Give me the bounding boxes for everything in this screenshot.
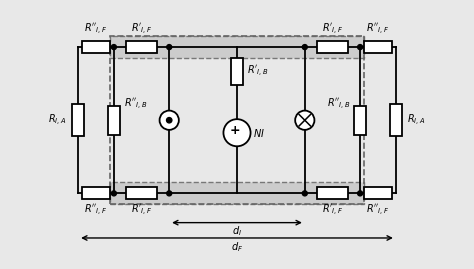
Circle shape (111, 45, 117, 49)
Text: $R''_{I,F}$: $R''_{I,F}$ (366, 22, 390, 37)
Bar (82, 41, 110, 53)
Circle shape (223, 119, 251, 146)
Circle shape (302, 191, 307, 196)
Text: $R'_{I,B}$: $R'_{I,B}$ (247, 63, 269, 79)
Circle shape (111, 191, 117, 196)
Text: $NI$: $NI$ (254, 127, 265, 139)
Bar (110, 36, 364, 204)
Text: $R'_{I,F}$: $R'_{I,F}$ (131, 203, 152, 218)
Bar (364, 41, 392, 53)
Circle shape (160, 111, 179, 130)
Circle shape (166, 118, 172, 123)
Circle shape (302, 45, 307, 49)
Text: +: + (230, 124, 240, 137)
Circle shape (357, 191, 363, 196)
Bar (317, 187, 347, 199)
Bar (110, 182, 364, 204)
Bar (110, 36, 364, 58)
Circle shape (167, 191, 172, 196)
Bar (72, 104, 84, 136)
Bar (127, 187, 157, 199)
Bar (364, 187, 392, 199)
Bar (231, 58, 243, 84)
Bar (354, 106, 366, 135)
Text: $R'_{I,F}$: $R'_{I,F}$ (322, 22, 343, 37)
Text: $R''_{I,B}$: $R''_{I,B}$ (124, 97, 147, 112)
Text: $R_{I,A}$: $R_{I,A}$ (48, 113, 67, 128)
Text: $R'_{I,F}$: $R'_{I,F}$ (131, 22, 152, 37)
Bar (108, 106, 120, 135)
Text: $R'_{I,F}$: $R'_{I,F}$ (322, 203, 343, 218)
Text: $R''_{I,F}$: $R''_{I,F}$ (84, 22, 108, 37)
Circle shape (167, 45, 172, 49)
Text: $d_F$: $d_F$ (231, 240, 243, 254)
Bar (390, 104, 402, 136)
Circle shape (295, 111, 314, 130)
Bar (317, 41, 347, 53)
Text: $R''_{I,F}$: $R''_{I,F}$ (84, 203, 108, 218)
Text: $R_{I,A}$: $R_{I,A}$ (407, 113, 426, 128)
Bar (127, 41, 157, 53)
Circle shape (357, 45, 363, 49)
Text: $R''_{I,B}$: $R''_{I,B}$ (327, 97, 350, 112)
Text: $d_I$: $d_I$ (232, 224, 242, 238)
Text: $R''_{I,F}$: $R''_{I,F}$ (366, 203, 390, 218)
Bar (82, 187, 110, 199)
